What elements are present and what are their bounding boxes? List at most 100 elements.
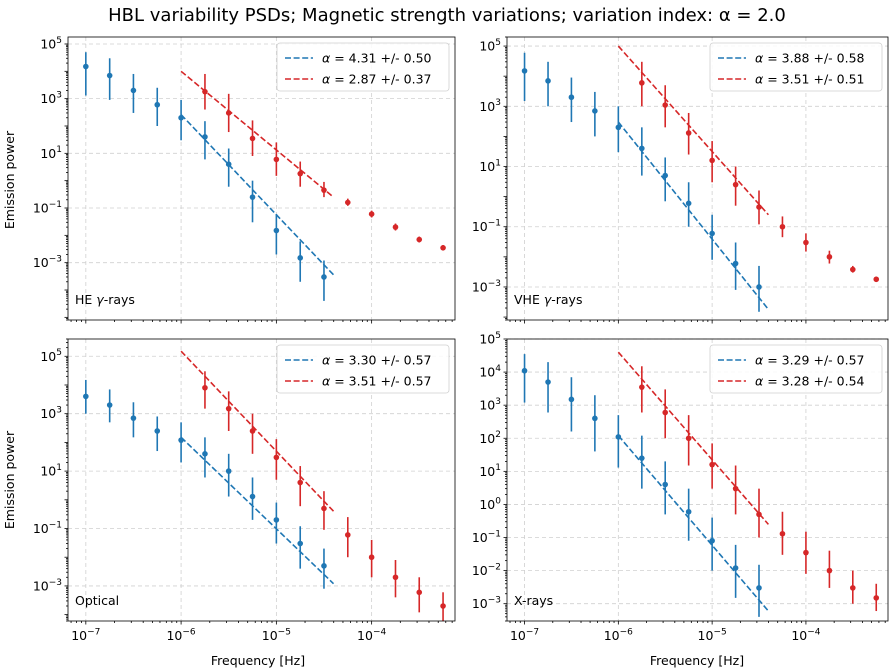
panel-1-series-1-point [83,63,89,70]
panel-2-series-1-point [709,230,715,237]
panel-3-fit-line-1 [180,436,335,585]
panel-3-series-2-point [416,589,423,596]
panel-2-plot-area [521,45,880,312]
panel-1-legend-label-1: α = 4.31 +/- 0.50 [322,51,432,66]
panel-4-series-1-point [568,396,575,403]
panel-1: 105 103 101 10−1 10−3 HE γ-rays α = 4.31 +/- 0… [33,36,456,324]
panel-4-plot-area [521,351,880,617]
panel-1-series-2-point [225,110,232,116]
panel-2-series-2-point [849,266,856,273]
panel-4-x-tick-label: 10−6 [604,627,633,643]
panel-4-series-1-point [709,537,715,544]
panel-1-series-1-point [178,114,184,121]
panel-3-series-2-point [392,574,399,581]
panel-4-y-tick-label: 100 [479,496,501,512]
panel-4-frame [506,338,889,622]
panel-1-y-tick-label: 105 [40,36,62,52]
panel-3-series-2-point [273,454,280,461]
panel-4-x-tick-label: 10−4 [791,627,820,643]
panel-1-series-1-point [225,161,232,168]
panel-4-y-tick-label: 103 [479,397,501,413]
panel-3-series-1-point [130,415,137,421]
panel-2-series-1-point [639,145,645,152]
panel-4-series-2-point [732,485,739,492]
panel-4-series-1-point [639,455,645,461]
panel-4-series-1-point [756,585,762,591]
panel-3-series-2-point [440,603,446,609]
panel-2-series-1-point [732,260,739,267]
panel-3-legend-label-2: α = 3.51 +/- 0.57 [322,374,431,389]
panel-3-y-tick-label: 103 [40,406,62,422]
panel-1-series-2-point [202,88,208,95]
panel-3-series-1-point [202,451,208,457]
panel-4-y-tick-label: 104 [479,364,501,380]
panel-3-series-1-point [225,468,232,474]
panel-2-series-1-point [662,172,669,179]
panel-2-frame [506,36,889,321]
panel-3-x-tick-label: 10−6 [166,627,195,643]
panel-2: 105 103 101 10−1 10−3 VHE γ-rays α = 3.88 +/- … [472,36,889,324]
panel-2-y-tick-label: 10−3 [472,279,501,295]
panel-2-series-2-point [732,181,739,188]
panel-1-fit-line-1 [180,114,335,276]
panel-1-series-2-point [344,199,351,206]
panel-3-fit-line-2 [180,350,335,512]
panel-4-series-1-point [685,508,692,515]
panel-1-series-1-point [106,72,113,79]
panel-2-legend-label-2: α = 3.51 +/- 0.51 [755,72,864,87]
panel-1-legend [276,42,450,92]
panel-3-series-1-point [178,437,184,443]
panel-1-series-2-point [416,236,423,243]
panel-2-series-2-point [779,223,786,230]
panel-3-series-2-point [202,384,208,391]
panel-2-fit-line-2 [617,45,769,216]
panel-3-x-tick-label: 10−4 [357,627,386,643]
panel-1-label: HE γ-rays [75,292,135,307]
x-axis-label-right: Frequency [Hz] [650,653,744,668]
panel-3-series-2-point [344,532,351,538]
panel-4-x-tick-label: 10−7 [510,627,539,643]
panel-1-legend-label-2: α = 2.87 +/- 0.37 [322,72,431,87]
panel-4-series-1-point [545,379,551,385]
panel-1-series-1-point [297,255,304,261]
panel-3-y-tick-label: 101 [40,463,62,479]
panel-1-series-1-point [154,101,161,108]
panel-3-series-1-point [297,540,304,547]
panel-4-fit-line-2 [617,351,770,525]
panel-1-series-2-point [273,156,280,163]
panel-2-series-1-point [592,108,598,114]
panel-2-series-1-point [545,78,551,84]
panel-4-y-tick-label: 101 [479,463,501,479]
panel-1-series-1-point [249,194,256,200]
panel-4-y-tick-label: 10−1 [472,529,501,545]
panel-3-x-tick-label: 10−5 [262,627,291,643]
panel-3-series-2-point [249,428,256,434]
panel-2-series-2-point [639,80,645,86]
panel-1-series-2-point [368,211,375,217]
panel-1-series-2-point [440,245,446,251]
y-axis-label-top: Emission power [2,130,17,229]
panel-3-series-2-point [225,405,232,412]
panel-2-series-2-point [756,204,762,210]
panel-4-fit-line-1 [617,435,770,612]
panel-4-series-1-point [521,367,528,374]
panel-4-y-tick-label: 10−3 [472,596,501,612]
panel-2-series-1-point [568,94,575,101]
panel-2-series-2-point [709,157,715,164]
panel-1-series-2-point [249,135,256,142]
panel-3-plot-area [83,350,446,621]
panel-4-series-2-point [756,511,762,518]
panel-4-x-tick-label: 10−5 [698,627,727,643]
panel-1-series-1-point [202,134,208,140]
panel-3-legend [276,344,450,394]
panel-2-series-2-point [685,130,692,136]
panel-1-frame [67,36,456,321]
panel-3-series-2-point [321,505,327,512]
panel-4-series-2-point [779,530,786,537]
panel-3-series-2-point [368,554,375,561]
panel-3-series-1-point [249,493,256,500]
panel-3: 10−7 10−6 10−5 10−4 105 103 101 10−1 10−3 Optical… [33,338,456,643]
panel-3-series-1-point [83,393,89,400]
panel-2-series-2-point [826,254,833,260]
panel-2-y-tick-label: 105 [479,38,501,54]
